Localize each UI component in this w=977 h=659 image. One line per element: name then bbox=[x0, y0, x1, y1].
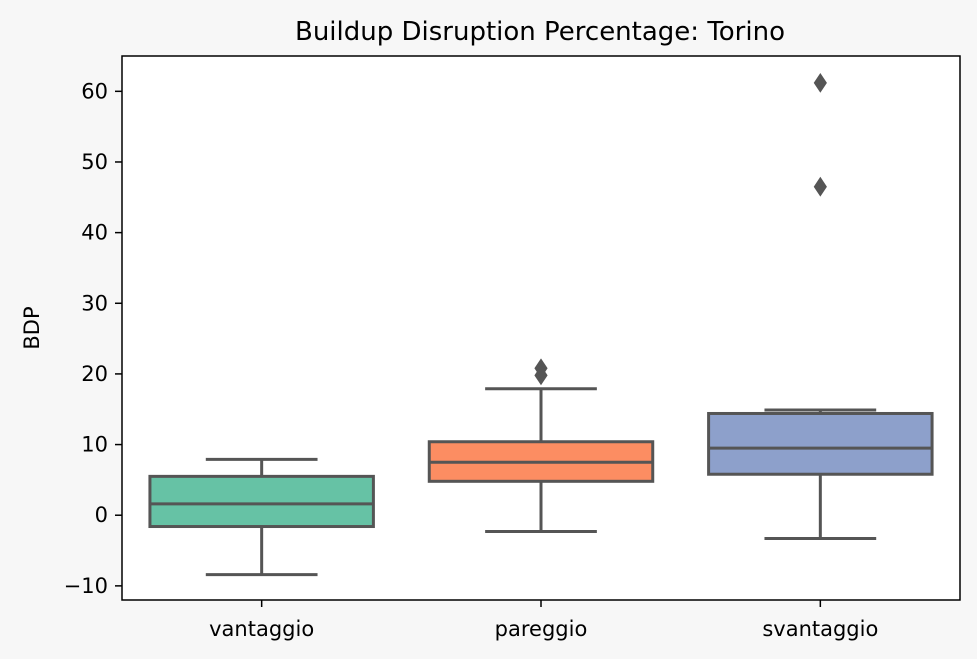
box-vantaggio bbox=[148, 474, 375, 529]
outlier-point-svantaggio bbox=[813, 72, 827, 93]
y-tick-label: 50 bbox=[81, 150, 108, 174]
y-axis-label: BDP bbox=[20, 306, 44, 349]
y-tick-label: 10 bbox=[81, 433, 108, 457]
x-tick-label-vantaggio: vantaggio bbox=[209, 617, 314, 641]
y-tick-label: 40 bbox=[81, 221, 108, 245]
box-svantaggio bbox=[707, 411, 934, 476]
chart-title: Buildup Disruption Percentage: Torino bbox=[295, 17, 785, 47]
plot-area: −10 0 10 20 30 40 50 60 vantaggio pareggio svantag… bbox=[64, 55, 961, 641]
y-tick-label: −10 bbox=[64, 574, 108, 598]
plot-frame bbox=[121, 55, 961, 601]
y-tick-label: 0 bbox=[95, 503, 108, 527]
y-tick-label: 60 bbox=[81, 79, 108, 103]
x-tick-label-svantaggio: svantaggio bbox=[762, 617, 878, 641]
x-tick-label-pareggio: pareggio bbox=[495, 617, 588, 641]
outlier-point-svantaggio bbox=[813, 176, 827, 197]
outlier-point-pareggio bbox=[534, 358, 548, 379]
y-tick-label: 20 bbox=[81, 362, 108, 386]
y-tick-label: 30 bbox=[81, 291, 108, 315]
